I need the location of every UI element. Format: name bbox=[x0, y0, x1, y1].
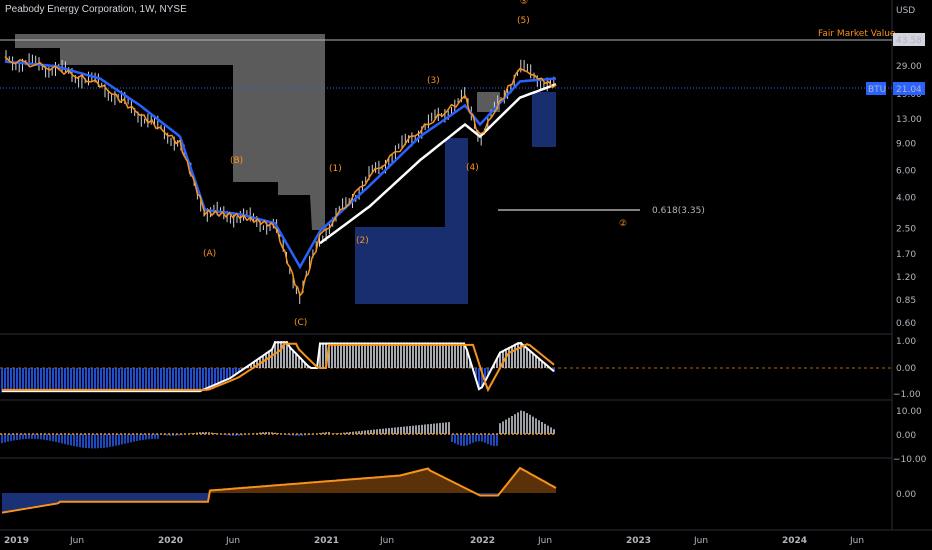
time-tick: Jun bbox=[849, 536, 864, 546]
close-line bbox=[4, 55, 557, 298]
osc3-line bbox=[1, 466, 557, 514]
time-tick: Jun bbox=[693, 536, 708, 546]
time-tick: 2019 bbox=[4, 536, 29, 546]
time-tick: 2023 bbox=[626, 536, 651, 546]
fair-value-tag bbox=[893, 33, 925, 46]
fair-value-label: Fair Market Value bbox=[818, 29, 896, 39]
time-tick: 2022 bbox=[470, 536, 495, 546]
price-tick: 19.00 bbox=[896, 90, 922, 100]
time-tick: 2024 bbox=[782, 536, 807, 546]
price-tick: 0.85 bbox=[896, 296, 916, 306]
osc2-tick: 0.00 bbox=[896, 431, 916, 441]
wave-label: (B) bbox=[230, 156, 243, 166]
fair-value-price: 43.58 bbox=[896, 36, 922, 46]
price-tick: 4.00 bbox=[896, 193, 916, 203]
osc1-tick: −1.00 bbox=[893, 390, 921, 400]
ticker-tag bbox=[866, 82, 886, 95]
time-tick: Jun bbox=[69, 536, 84, 546]
osc3-area bbox=[2, 468, 556, 493]
ma-slow-line bbox=[319, 83, 557, 245]
wave-label: (C) bbox=[294, 318, 307, 328]
wave-2-circle-label: ② bbox=[619, 219, 627, 229]
price-tick: 0.60 bbox=[896, 319, 916, 329]
wave-label: (4) bbox=[466, 163, 479, 173]
osc2-histogram bbox=[1, 410, 555, 449]
grey-zone bbox=[15, 34, 325, 230]
price-tick: 1.70 bbox=[896, 250, 916, 260]
price-tick: 1.20 bbox=[896, 273, 916, 283]
price-ticks: 29.00 19.00 13.00 9.00 6.00 4.00 2.50 1.70 1.20 0… bbox=[896, 62, 922, 329]
price-tick: 2.50 bbox=[896, 224, 916, 234]
blue-zone-small bbox=[532, 92, 556, 147]
blue-zone bbox=[355, 138, 468, 304]
price-tick: 6.00 bbox=[896, 166, 916, 176]
price-tick: 13.00 bbox=[896, 115, 922, 125]
axis-unit: USD bbox=[896, 6, 915, 16]
time-tick: Jun bbox=[537, 536, 552, 546]
wave-labels: (A) (B) (C) (1) (2) (3) (4) (5) bbox=[203, 16, 530, 328]
price-tick: 29.00 bbox=[896, 62, 922, 72]
time-axis: 2019 Jun 2020 Jun 2021 Jun 2022 Jun 2023 Jun 2024 J… bbox=[4, 536, 864, 546]
time-tick: Jun bbox=[379, 536, 394, 546]
wave-label: (2) bbox=[356, 236, 369, 246]
osc1-tick: 1.00 bbox=[896, 337, 916, 347]
osc2-tick: −10.00 bbox=[893, 455, 927, 465]
osc3-area-neg bbox=[2, 493, 556, 513]
fib-label: 0.618(3.35) bbox=[652, 206, 705, 216]
wave-label: (3) bbox=[427, 76, 440, 86]
price-tick: 9.00 bbox=[896, 140, 916, 150]
wave-label: (1) bbox=[329, 164, 342, 174]
time-tick: 2020 bbox=[158, 536, 183, 546]
wave-5-circle-label: ⑤ bbox=[520, 0, 528, 7]
wave-label: (5) bbox=[517, 16, 530, 26]
osc3-tick: 0.00 bbox=[896, 490, 916, 500]
osc2-tick: 10.00 bbox=[896, 407, 922, 417]
osc1-line bbox=[2, 341, 555, 393]
wave-label: (A) bbox=[203, 249, 216, 259]
osc1-tick: 0.00 bbox=[896, 364, 916, 374]
time-tick: Jun bbox=[225, 536, 240, 546]
symbol-title: Peabody Energy Corporation, 1W, NYSE bbox=[5, 4, 187, 15]
last-price-label: 21.04 bbox=[896, 85, 922, 95]
last-price-tag bbox=[893, 82, 925, 95]
time-tick: 2021 bbox=[314, 536, 339, 546]
osc1-signal bbox=[2, 342, 555, 393]
ticker-label: BTU bbox=[868, 85, 886, 95]
